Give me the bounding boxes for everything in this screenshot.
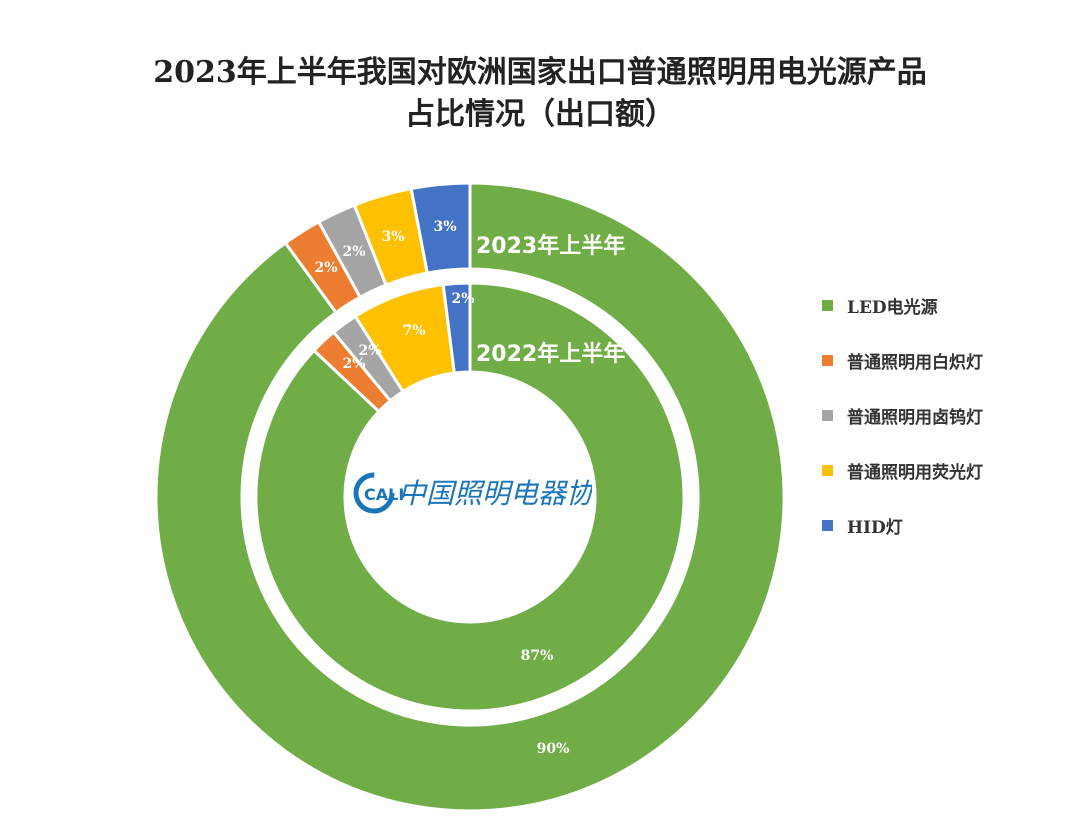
segment-label-inner-2: 2% — [358, 343, 381, 359]
legend-label-3: 普通照明用荧光灯 — [847, 463, 983, 483]
chart-title: 2023年上半年我国对欧洲国家出口普通照明用电光源产品 占比情况（出口额） — [0, 52, 1080, 136]
ring-label-outer: 2023年上半年 — [476, 233, 625, 259]
legend-swatch-1 — [822, 355, 833, 366]
segment-label-outer-2: 2% — [342, 244, 365, 260]
logo-text: 中国照明电器协会 — [398, 477, 592, 510]
legend-swatch-2 — [822, 410, 833, 421]
segment-outer-4 — [409, 181, 472, 275]
segment-inner-4 — [441, 281, 472, 375]
ring-labels: 2023年上半年 2022年上半年 — [476, 233, 625, 367]
ring-label-inner: 2022年上半年 — [476, 341, 625, 367]
legend-item-0: LED电光源 — [822, 278, 983, 333]
chart-title-line-2: 占比情况（出口额） — [405, 97, 675, 132]
segment-label-inner-4: 2% — [451, 291, 474, 307]
segment-inner-0 — [254, 281, 686, 713]
donut-segments — [154, 181, 786, 813]
association-logo: CALI 中国照明电器协会 — [352, 468, 625, 518]
logo-mark: CALI — [364, 485, 404, 504]
legend-item-1: 普通照明用白炽灯 — [822, 333, 983, 388]
legend-label-4: HID灯 — [847, 518, 903, 538]
legend-item-4: HID灯 — [822, 498, 983, 553]
segment-label-outer-3: 3% — [381, 229, 404, 245]
segment-label-outer-4: 3% — [433, 219, 456, 235]
segment-label-inner-0: 87% — [521, 648, 554, 664]
segment-label-outer-0: 90% — [537, 741, 570, 757]
legend-label-2: 普通照明用卤钨灯 — [847, 408, 983, 428]
legend-label-0: LED电光源 — [847, 298, 938, 318]
legend-swatch-4 — [822, 520, 833, 531]
segment-label-inner-1: 2% — [342, 356, 365, 372]
legend-item-2: 普通照明用卤钨灯 — [822, 388, 983, 443]
chart-legend: LED电光源普通照明用白炽灯 普通照明用卤钨灯 普通照明用荧光灯 HID灯 — [822, 278, 983, 553]
segment-label-outer-1: 2% — [314, 260, 337, 276]
legend-swatch-0 — [822, 300, 833, 311]
chart-title-line-1: 2023年上半年我国对欧洲国家出口普通照明用电光源产品 — [153, 55, 927, 90]
legend-label-1: 普通照明用白炽灯 — [847, 353, 983, 373]
segment-outer-0 — [154, 181, 786, 813]
segment-label-inner-3: 7% — [402, 323, 425, 339]
legend-item-3: 普通照明用荧光灯 — [822, 443, 983, 498]
segment-labels: 90%2%2%3%3%87%2%2%7%2% — [314, 219, 569, 757]
legend-swatch-3 — [822, 465, 833, 476]
